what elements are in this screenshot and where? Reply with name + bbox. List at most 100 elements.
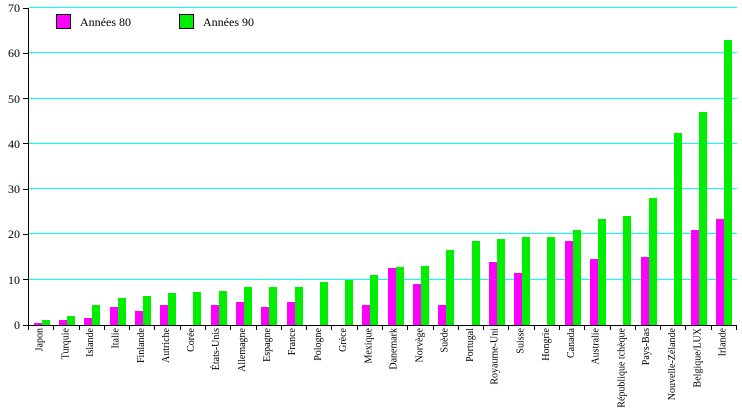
bar-annees-90 [496, 238, 505, 325]
bar-annees-90 [243, 286, 252, 325]
x-axis-label: Suisse [515, 328, 527, 354]
x-axis-label: Pays-Bas [641, 328, 653, 366]
x-tick-mark [382, 326, 383, 330]
bar-annees-90 [319, 281, 328, 325]
x-axis-label: Pologne [312, 328, 324, 361]
bar-annees-80 [514, 272, 523, 325]
bar-annees-90 [269, 286, 278, 325]
x-axis-label: Mexique [363, 328, 375, 364]
y-tick-mark [23, 233, 28, 235]
x-axis-label: Norvège [413, 328, 425, 363]
x-tick-mark [710, 326, 712, 330]
x-axis-label: États-Unis [211, 328, 223, 371]
gridline [29, 233, 737, 235]
bar-annees-90 [547, 236, 556, 325]
y-tick-label: 50 [8, 91, 20, 106]
legend-swatch-annees-80 [56, 14, 71, 29]
x-axis-label: Japon [34, 328, 46, 352]
bar-annees-80 [109, 306, 118, 325]
x-axis-label: Grèce [338, 328, 350, 352]
bar-annees-90 [623, 216, 632, 325]
bar-annees-80 [160, 304, 169, 325]
x-axis-label: Portugal [464, 328, 476, 362]
x-tick-mark [432, 326, 434, 330]
bar-annees-90 [597, 218, 606, 325]
y-tick-label: 60 [8, 46, 20, 61]
gridline [29, 142, 737, 144]
bar-annees-80 [640, 257, 649, 325]
gridline [29, 97, 737, 99]
bar-annees-90 [142, 295, 151, 325]
bar-annees-90 [92, 304, 101, 325]
x-axis-label: Espagne [262, 328, 274, 362]
bar-annees-90 [724, 39, 733, 325]
y-tick-mark [23, 324, 28, 326]
x-axis-label: Suède [439, 328, 451, 353]
x-tick-mark [660, 326, 662, 330]
x-axis-label: France [287, 328, 299, 356]
y-tick-mark [23, 188, 28, 190]
bar-annees-90 [471, 241, 480, 325]
legend-label-annees-80: Années 80 [80, 14, 131, 29]
x-tick-mark [53, 326, 55, 330]
bar-annees-90 [66, 315, 75, 325]
bar-annees-90 [420, 266, 429, 325]
legend: Années 80 Années 90 [56, 14, 254, 29]
legend-label-annees-90: Années 90 [203, 14, 254, 29]
legend-item-annees-80: Années 80 [56, 14, 131, 29]
bar-annees-90 [218, 291, 227, 325]
x-tick-mark [457, 326, 459, 330]
bar-annees-80 [235, 302, 244, 325]
y-tick-mark [23, 7, 28, 9]
x-tick-mark [255, 326, 257, 330]
x-axis-label: Hongrie [540, 328, 552, 361]
y-tick-label: 30 [8, 182, 20, 197]
x-tick-mark [736, 326, 737, 330]
x-axis-label: Islande [85, 328, 97, 357]
x-tick-mark [28, 326, 29, 330]
plot-area [28, 7, 737, 326]
bar-annees-80 [84, 318, 93, 325]
x-axis-label: Nouvelle-Zélande [666, 328, 678, 401]
gridline [29, 7, 737, 8]
x-tick-mark [129, 326, 131, 330]
bar-annees-90 [648, 198, 657, 325]
y-tick-mark [23, 52, 28, 54]
x-axis-label: Italie [110, 328, 122, 349]
bar-annees-90 [673, 132, 682, 325]
gridline [29, 278, 737, 280]
y-tick-label: 70 [8, 1, 20, 15]
y-tick-label: 40 [8, 136, 20, 151]
bar-annees-80 [261, 306, 270, 325]
y-tick-label: 10 [8, 272, 20, 287]
x-tick-mark [179, 326, 181, 330]
x-tick-mark [634, 326, 636, 330]
bar-annees-80 [412, 284, 421, 325]
bar-annees-80 [488, 261, 497, 325]
y-axis: 0 10 20 30 40 50 60 70 [0, 2, 28, 331]
x-axis-label: Danemark [388, 328, 400, 370]
bar-annees-90 [294, 286, 303, 325]
x-tick-mark [78, 326, 80, 330]
x-tick-mark [306, 326, 308, 330]
bar-annees-90 [168, 293, 177, 325]
bar-annees-80 [286, 302, 295, 325]
legend-swatch-annees-90 [179, 14, 194, 29]
bar-annees-90 [699, 112, 708, 325]
y-tick-mark [23, 279, 28, 281]
bar-annees-80 [210, 304, 219, 325]
bar-annees-90 [446, 250, 455, 325]
gridline [29, 52, 737, 54]
x-axis-label: Canada [565, 328, 577, 358]
bar-annees-90 [522, 236, 531, 325]
x-axis-label: Australie [590, 328, 602, 365]
x-tick-mark [154, 326, 156, 330]
x-tick-mark [584, 326, 586, 330]
x-tick-mark [483, 326, 485, 330]
x-tick-mark [609, 326, 611, 330]
y-tick-mark [23, 98, 28, 100]
x-axis-label: Turquie [59, 328, 71, 360]
bar-annees-90 [370, 275, 379, 325]
x-tick-mark [356, 326, 358, 330]
